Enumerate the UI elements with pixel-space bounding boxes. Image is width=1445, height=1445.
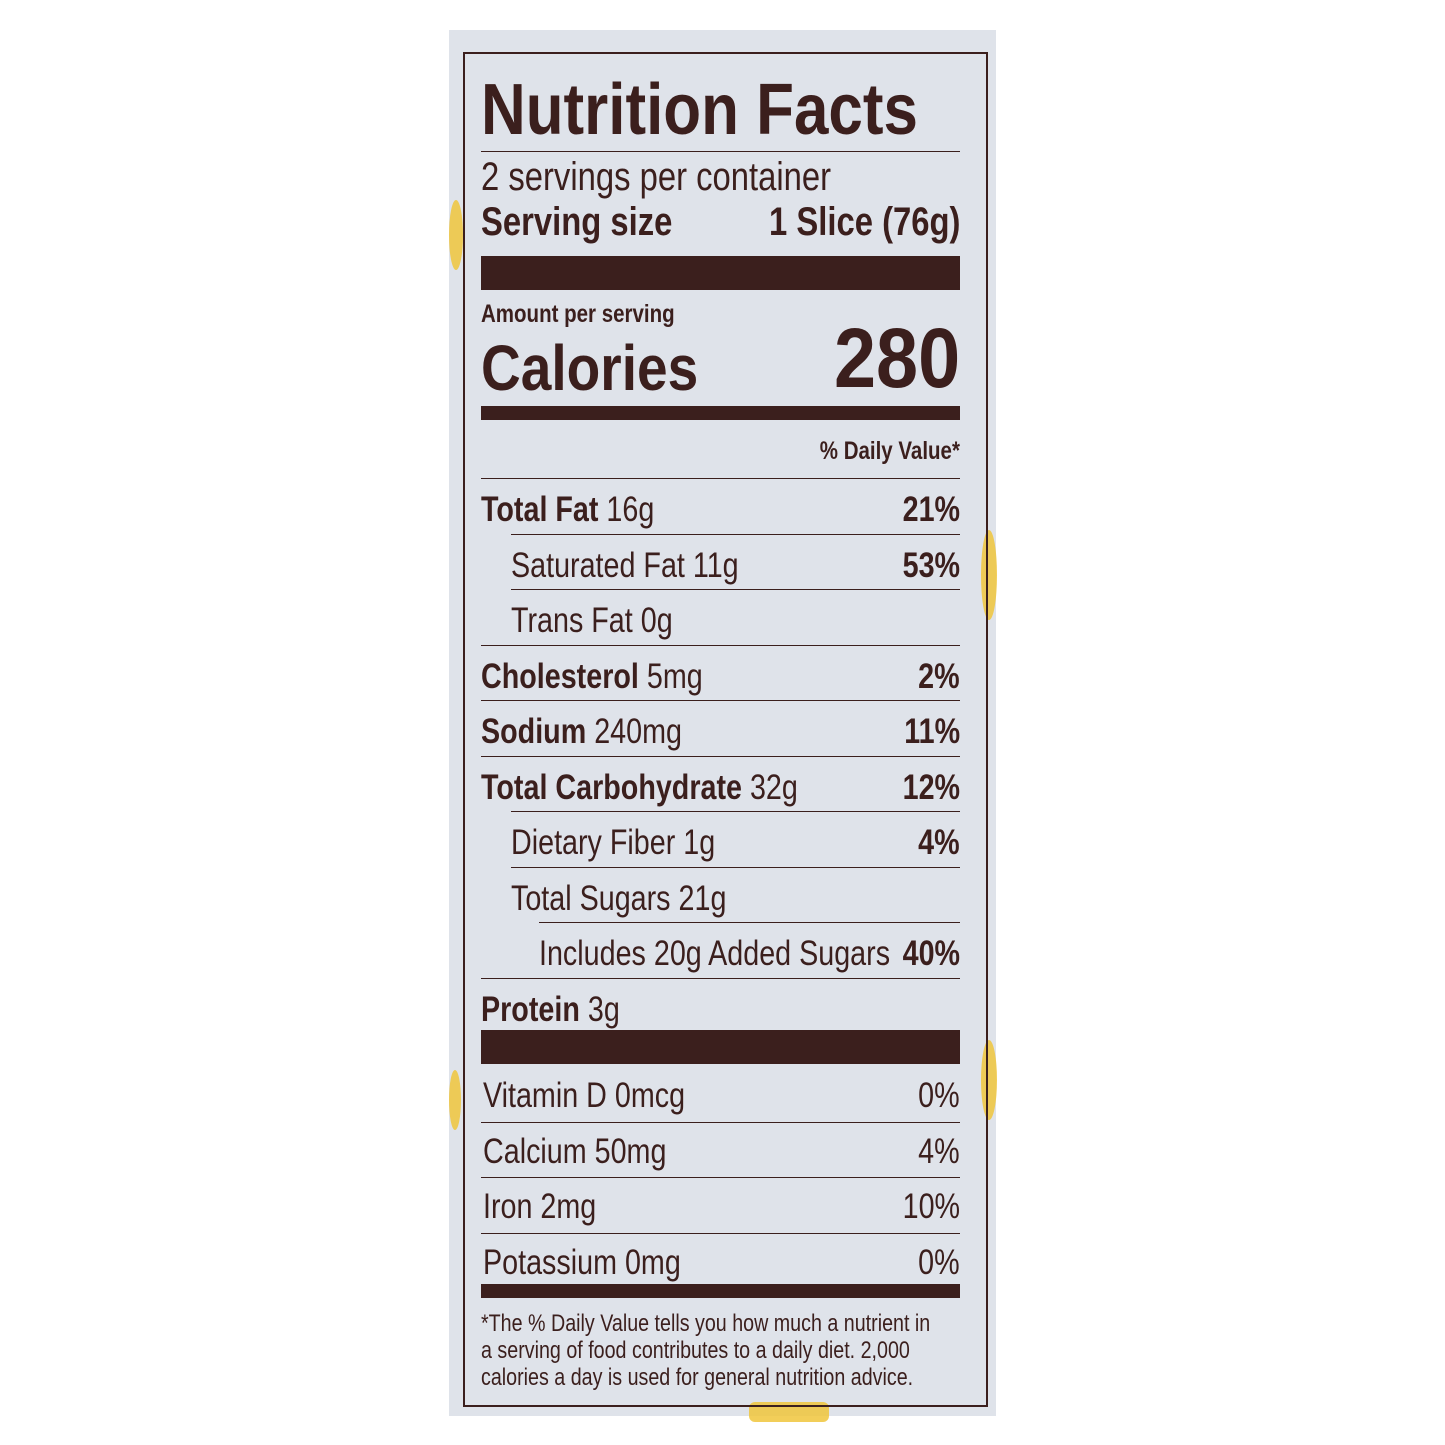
thick-divider bbox=[481, 1030, 960, 1064]
nutrient-row: Dietary Fiber 1g bbox=[511, 825, 715, 860]
nutrient-row: Includes 20g Added Sugars bbox=[539, 936, 890, 971]
daily-value-header: % Daily Value* bbox=[819, 437, 960, 465]
nutrient-name: Saturated Fat bbox=[511, 545, 685, 585]
nutrient-name: Total Fat bbox=[481, 490, 599, 529]
divider bbox=[481, 977, 960, 979]
nutrient-name: Includes 20g Added Sugars bbox=[539, 934, 891, 973]
divider bbox=[481, 1232, 960, 1234]
amount-per-serving: Amount per serving bbox=[481, 300, 675, 328]
divider bbox=[481, 644, 960, 646]
nutrient-amount: 16g bbox=[606, 490, 655, 529]
nutrient-amount: 0g bbox=[640, 601, 673, 640]
nutrition-facts-label: Nutrition Facts 2 servings per container… bbox=[463, 52, 988, 1407]
divider bbox=[481, 478, 960, 479]
vitamin-name: Calcium 50mg bbox=[483, 1131, 667, 1171]
nutrient-amount: 3g bbox=[587, 989, 620, 1029]
vitamin-daily-value: 0% bbox=[918, 1076, 960, 1115]
nutrient-amount: 11g bbox=[692, 545, 739, 585]
nutrient-row: Total Carbohydrate 32g bbox=[481, 770, 798, 805]
decorative-yellow-shape bbox=[981, 530, 997, 620]
nutrient-daily-value: 4% bbox=[918, 823, 960, 862]
nutrient-amount: 5mg bbox=[646, 656, 703, 696]
nutrient-amount: 240mg bbox=[594, 712, 682, 751]
nutrient-row: Saturated Fat 11g bbox=[511, 548, 739, 583]
nutrient-name: Dietary Fiber bbox=[511, 823, 676, 862]
nutrient-amount: 1g bbox=[683, 823, 716, 862]
vitamin-name: Potassium 0mg bbox=[483, 1242, 681, 1282]
calories-label: Calories bbox=[481, 332, 699, 404]
nutrient-row: Cholesterol 5mg bbox=[481, 659, 703, 694]
servings-per-container: 2 servings per container bbox=[481, 155, 832, 199]
nutrient-amount: 32g bbox=[749, 767, 798, 807]
divider bbox=[481, 1177, 960, 1178]
nutrient-name: Total Sugars bbox=[511, 878, 671, 918]
vitamin-name: Iron 2mg bbox=[483, 1187, 597, 1226]
serving-size-label: Serving size bbox=[481, 200, 673, 244]
decorative-yellow-shape bbox=[449, 1070, 461, 1130]
nutrient-daily-value: 21% bbox=[902, 490, 960, 529]
vitamin-daily-value: 4% bbox=[918, 1131, 960, 1171]
nutrient-name: Sodium bbox=[481, 712, 587, 751]
divider bbox=[481, 151, 960, 152]
footnote: *The % Daily Value tells you how much a … bbox=[481, 1310, 931, 1391]
nutrient-row: Total Sugars 21g bbox=[511, 881, 726, 916]
nutrient-daily-value: 11% bbox=[904, 712, 960, 751]
nutrient-row: Protein 3g bbox=[481, 992, 620, 1027]
nutrient-name: Protein bbox=[481, 989, 580, 1029]
vitamin-daily-value: 0% bbox=[918, 1242, 960, 1282]
thick-divider bbox=[481, 256, 960, 290]
nutrient-daily-value: 40% bbox=[902, 934, 960, 973]
nutrient-daily-value: 12% bbox=[902, 767, 960, 807]
nutrient-row: Sodium 240mg bbox=[481, 714, 682, 749]
nutrient-name: Cholesterol bbox=[481, 656, 639, 696]
nutrient-daily-value: 2% bbox=[918, 656, 960, 696]
divider bbox=[511, 589, 960, 590]
label-title: Nutrition Facts bbox=[481, 70, 918, 150]
medium-divider bbox=[481, 406, 960, 420]
nutrient-name: Trans Fat bbox=[511, 601, 633, 640]
decorative-yellow-shape bbox=[449, 200, 463, 270]
nutrient-amount: 21g bbox=[678, 878, 727, 918]
nutrient-daily-value: 53% bbox=[902, 545, 960, 585]
divider bbox=[481, 1121, 960, 1123]
divider bbox=[511, 533, 960, 535]
vitamin-daily-value: 10% bbox=[902, 1187, 960, 1226]
divider bbox=[511, 866, 960, 868]
vitamin-name: Vitamin D 0mcg bbox=[483, 1076, 686, 1115]
divider bbox=[481, 700, 960, 701]
nutrient-row: Trans Fat 0g bbox=[511, 603, 673, 638]
serving-size-value: 1 Slice (76g) bbox=[768, 200, 960, 244]
nutrient-name: Total Carbohydrate bbox=[481, 767, 742, 807]
decorative-yellow-shape bbox=[749, 1402, 829, 1422]
divider bbox=[481, 755, 960, 757]
divider bbox=[511, 811, 960, 812]
calories-value: 280 bbox=[833, 311, 960, 405]
nutrient-row: Total Fat 16g bbox=[481, 492, 654, 527]
divider bbox=[539, 922, 960, 923]
decorative-yellow-shape bbox=[981, 1040, 997, 1120]
medium-divider bbox=[481, 1284, 960, 1298]
